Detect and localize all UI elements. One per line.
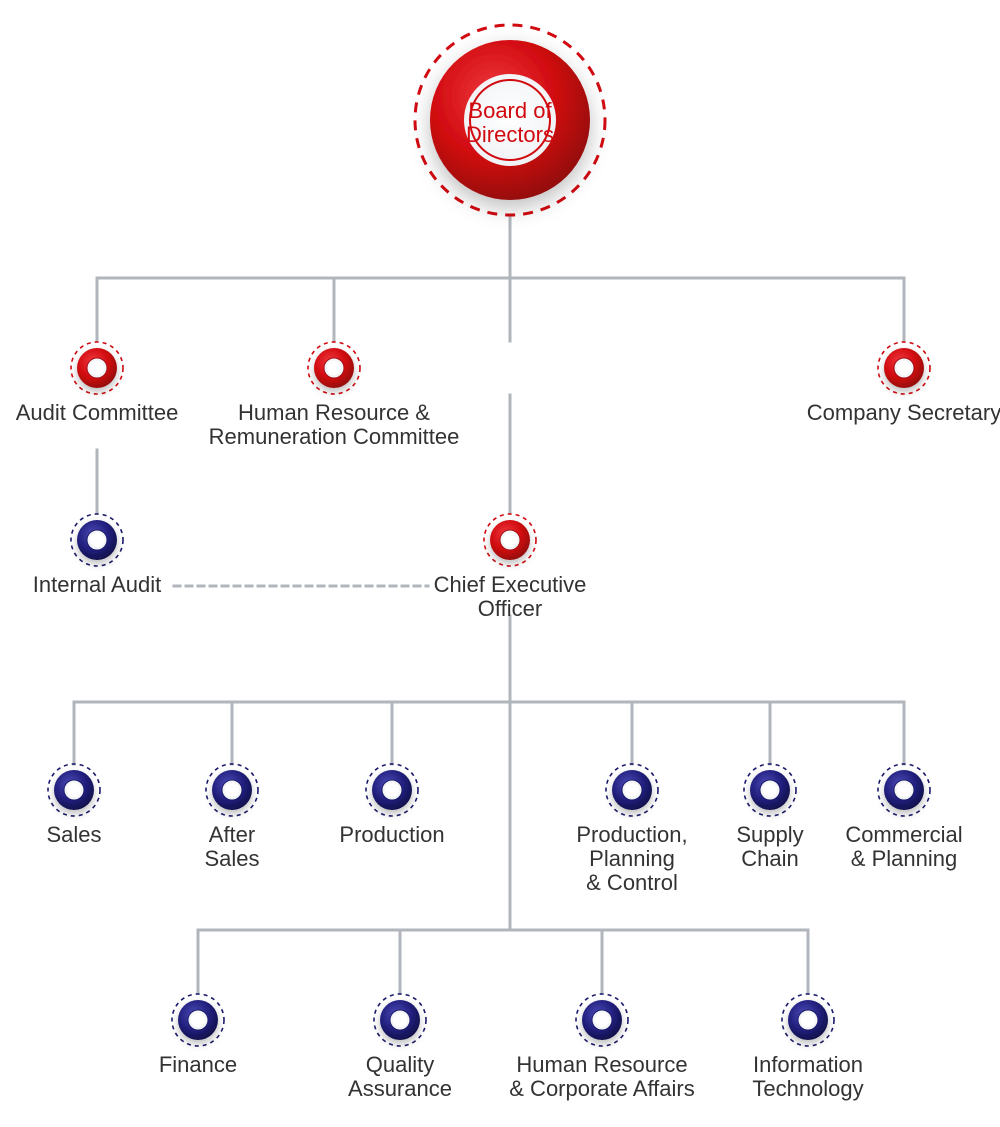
org-chart: Board ofDirectors Audit Committee Human Re… (0, 0, 1000, 1127)
label-ceo: Chief ExecutiveOfficer (434, 572, 587, 621)
node-internal-audit: Internal Audit (33, 514, 161, 597)
node-production: Production (339, 764, 444, 847)
node-sales: Sales (46, 764, 101, 847)
node-after-sales: AfterSales (204, 764, 259, 871)
node-production-planning: Production,Planning& Control (576, 764, 687, 895)
node-hr-corp-affairs: Human Resource& Corporate Affairs (509, 994, 694, 1101)
label-audit-committee: Audit Committee (16, 400, 179, 425)
label-company-secretary: Company Secretary (807, 400, 1000, 425)
node-finance: Finance (159, 994, 237, 1077)
label-production: Production (339, 822, 444, 847)
label-after-sales: AfterSales (204, 822, 259, 871)
label-supply-chain: SupplyChain (736, 822, 803, 871)
label-production-planning: Production,Planning& Control (576, 822, 687, 895)
label-finance: Finance (159, 1052, 237, 1077)
node-hr-remuneration: Human Resource &Remuneration Committee (209, 342, 460, 449)
label-hr-corp-affairs: Human Resource& Corporate Affairs (509, 1052, 694, 1101)
org-nodes: Board ofDirectors Audit Committee Human Re… (16, 25, 1000, 1101)
node-company-secretary: Company Secretary (807, 342, 1000, 425)
node-board-of-directors: Board ofDirectors (415, 25, 605, 215)
node-commercial-planning: Commercial& Planning (845, 764, 962, 871)
label-commercial-planning: Commercial& Planning (845, 822, 962, 871)
label-quality: QualityAssurance (348, 1052, 452, 1101)
label-sales: Sales (46, 822, 101, 847)
label-internal-audit: Internal Audit (33, 572, 161, 597)
node-it: InformationTechnology (752, 994, 863, 1101)
node-audit-committee: Audit Committee (16, 342, 179, 425)
node-supply-chain: SupplyChain (736, 764, 803, 871)
label-hr-remuneration: Human Resource &Remuneration Committee (209, 400, 460, 449)
board-label: Board ofDirectors (466, 98, 554, 147)
node-quality: QualityAssurance (348, 994, 452, 1101)
label-it: InformationTechnology (752, 1052, 863, 1101)
node-ceo: Chief ExecutiveOfficer (434, 514, 587, 621)
